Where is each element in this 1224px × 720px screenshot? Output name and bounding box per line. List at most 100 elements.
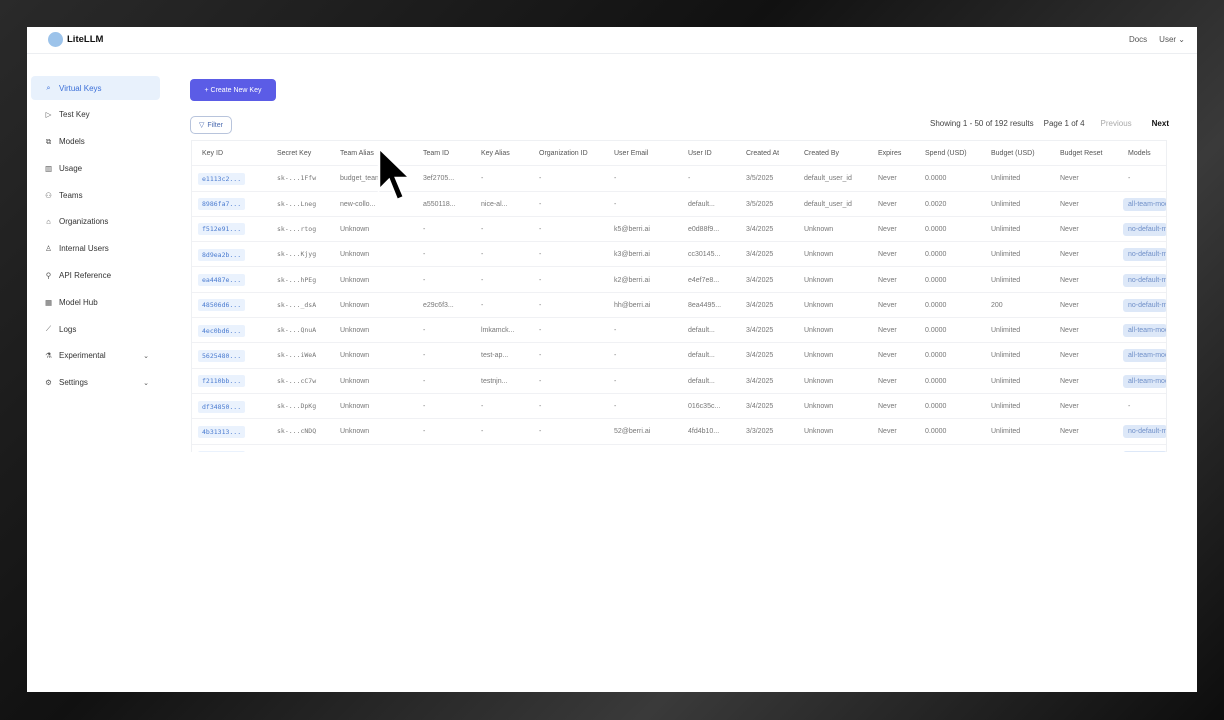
table-cell: 0.0000 bbox=[925, 377, 947, 385]
table-row[interactable]: f2110bb... sk-...cC7w Unknown - testnjn... - -… bbox=[192, 369, 1166, 394]
table-cell: Never bbox=[1060, 428, 1079, 436]
column-header[interactable]: User Email bbox=[614, 150, 649, 157]
column-header[interactable]: Created By bbox=[804, 150, 840, 157]
results-count: Showing 1 - 50 of 192 results bbox=[929, 119, 1034, 128]
table-cell: 4a92239... bbox=[688, 445, 721, 452]
docs-link[interactable]: Docs bbox=[1128, 35, 1148, 44]
column-header[interactable]: Budget (USD) bbox=[991, 150, 1035, 157]
table-cell: sk-...Lneg bbox=[277, 199, 317, 208]
table-cell: k2@berri.ai bbox=[614, 276, 650, 284]
user-menu[interactable]: User ⌄ bbox=[1159, 35, 1185, 44]
sidebar-item-virtual-keys[interactable]: ⌕ Virtual Keys bbox=[31, 76, 160, 100]
key-id-link[interactable]: 5625480... bbox=[198, 349, 246, 362]
column-header[interactable]: Expires bbox=[878, 150, 902, 157]
sidebar-item-organizations[interactable]: ⌂ Organizations bbox=[31, 210, 160, 234]
key-id-link[interactable]: 4ec0bd6... bbox=[198, 324, 246, 337]
table-cell: - bbox=[423, 276, 426, 284]
sidebar-item-model-hub[interactable]: ▦ Model Hub bbox=[31, 290, 160, 314]
table-row[interactable]: 8986fa7... sk-...Lneg new-collo... a550118.… bbox=[192, 192, 1166, 217]
sidebar-item-internal-users[interactable]: ♙ Internal Users bbox=[31, 237, 160, 261]
table-row[interactable]: 4ec0bd6... sk-...QnuA Unknown - lmkamck... - -… bbox=[192, 318, 1166, 344]
usage-icon: ▥ bbox=[44, 163, 53, 173]
table-row[interactable]: 4db0218... sk-...f300 Unknown - - - n8@berri.a… bbox=[192, 445, 1166, 452]
table-cell: Never bbox=[878, 225, 897, 233]
sidebar-item-test-key[interactable]: ▷ Test Key bbox=[31, 103, 160, 127]
filter-icon: ▽ bbox=[199, 122, 205, 129]
sidebar-item-api-reference[interactable]: ⚲ API Reference bbox=[31, 264, 160, 288]
sidebar-item-logs[interactable]: ⟋ Logs bbox=[31, 317, 160, 341]
table-row[interactable]: e1113c2... sk-...1Ffw budget_team 3ef2705..… bbox=[192, 166, 1166, 192]
table-cell: cc30145... bbox=[688, 251, 721, 259]
key-id-link[interactable]: f2110bb... bbox=[198, 375, 246, 388]
column-header[interactable]: Secret Key bbox=[277, 150, 312, 157]
filter-button[interactable]: ▽ Filter bbox=[190, 116, 232, 134]
table-row[interactable]: 8d9ea2b... sk-...Kjyg Unknown - - - k3@berri.a… bbox=[192, 242, 1166, 268]
sidebar-item-usage[interactable]: ▥ Usage bbox=[31, 156, 160, 180]
table-cell: 0.0000 bbox=[925, 403, 947, 410]
previous-button[interactable]: Previous bbox=[1100, 119, 1132, 128]
table-row[interactable]: ea4487e... sk-...hPEg Unknown - - - k2@berri.a… bbox=[192, 268, 1166, 293]
sidebar-item-teams[interactable]: ⚇ Teams bbox=[31, 183, 160, 207]
sidebar-item-experimental[interactable]: ⚗ Experimental ⌄ bbox=[31, 344, 160, 368]
column-header[interactable]: Spend (USD) bbox=[925, 150, 967, 157]
table-cell: - bbox=[481, 301, 484, 309]
sidebar-item-label: Test Key bbox=[59, 110, 90, 120]
sidebar-item-settings[interactable]: ⚙ Settings ⌄ bbox=[31, 371, 160, 395]
sidebar-item-label: Model Hub bbox=[59, 297, 98, 307]
table-cell: Never bbox=[1060, 403, 1079, 410]
table-cell: - bbox=[539, 327, 542, 335]
sidebar-item-label: Models bbox=[59, 137, 85, 147]
key-id-link[interactable]: 8986fa7... bbox=[198, 198, 246, 211]
table-cell: - bbox=[423, 403, 426, 410]
table-row[interactable]: 4b31313... sk-...cNDQ Unknown - - - 52@berri.a… bbox=[192, 419, 1166, 445]
table-cell: Never bbox=[878, 445, 897, 452]
sidebar-item-label: API Reference bbox=[59, 271, 112, 281]
table-cell: - bbox=[539, 377, 542, 385]
table-row[interactable]: df34850... sk-...DpKg Unknown - - - - 016c35c..… bbox=[192, 394, 1166, 420]
table-row[interactable]: f512e91... sk-...rtog Unknown - - - k5@berri.a… bbox=[192, 217, 1166, 243]
table-cell: Never bbox=[878, 428, 897, 436]
sidebar-item-models[interactable]: ⧉ Models bbox=[31, 130, 160, 154]
column-header[interactable]: User ID bbox=[688, 150, 712, 157]
table-cell: - bbox=[1128, 175, 1131, 183]
experimental-icon: ⚗ bbox=[45, 351, 52, 361]
table-cell: Never bbox=[1060, 301, 1079, 309]
user-label: User bbox=[1159, 35, 1177, 44]
create-new-key-button[interactable]: + Create New Key bbox=[190, 79, 276, 101]
sidebar-item-label: Internal Users bbox=[59, 244, 109, 254]
column-header[interactable]: Organization ID bbox=[539, 150, 588, 157]
key-id-link[interactable]: 48506d6... bbox=[198, 299, 246, 312]
key-id-link[interactable]: ea4487e... bbox=[198, 274, 246, 286]
table-cell: default_user_id bbox=[804, 200, 852, 208]
chevron-down-icon: ⌄ bbox=[143, 352, 149, 360]
table-cell: - bbox=[539, 352, 542, 360]
key-id-link[interactable]: f512e91... bbox=[198, 223, 246, 236]
table-cell: Unknown bbox=[340, 276, 370, 284]
key-id-link[interactable]: 8d9ea2b... bbox=[198, 248, 246, 261]
table-row[interactable]: 5625480... sk-...iWeA Unknown - test-ap... - -… bbox=[192, 343, 1166, 369]
next-button[interactable]: Next bbox=[1151, 119, 1169, 128]
table-cell: Unknown bbox=[340, 352, 370, 360]
logo[interactable]: LiteLLM bbox=[48, 32, 103, 47]
key-id-link[interactable]: df34850... bbox=[198, 400, 246, 413]
table-cell: sk-...cC7w bbox=[277, 376, 317, 385]
key-id-link[interactable]: 4db0218... bbox=[198, 451, 246, 452]
settings-icon: ⚙ bbox=[45, 378, 52, 388]
column-header[interactable]: Team ID bbox=[423, 150, 450, 157]
column-header[interactable]: Models bbox=[1128, 150, 1151, 157]
table-cell: - bbox=[539, 403, 542, 410]
table-cell: 3/5/2025 bbox=[746, 200, 774, 208]
table-cell: 0.0000 bbox=[925, 175, 947, 183]
column-header[interactable]: Team Alias bbox=[340, 150, 374, 157]
column-header[interactable]: Key ID bbox=[202, 150, 224, 157]
table-cell: 0.0000 bbox=[925, 301, 947, 309]
key-id-link[interactable]: e1113c2... bbox=[198, 172, 246, 185]
table-cell: - bbox=[481, 403, 484, 410]
column-header[interactable]: Budget Reset bbox=[1060, 150, 1103, 157]
table-row[interactable]: 48506d6... sk-..._dsA Unknown e29c6f3... - - h… bbox=[192, 293, 1166, 319]
column-header[interactable]: Key Alias bbox=[481, 150, 510, 157]
column-header[interactable]: Created At bbox=[746, 150, 780, 157]
key-id-link[interactable]: 4b31313... bbox=[198, 425, 246, 438]
logs-icon: ⟋ bbox=[45, 324, 52, 334]
table-cell: - bbox=[481, 251, 484, 259]
